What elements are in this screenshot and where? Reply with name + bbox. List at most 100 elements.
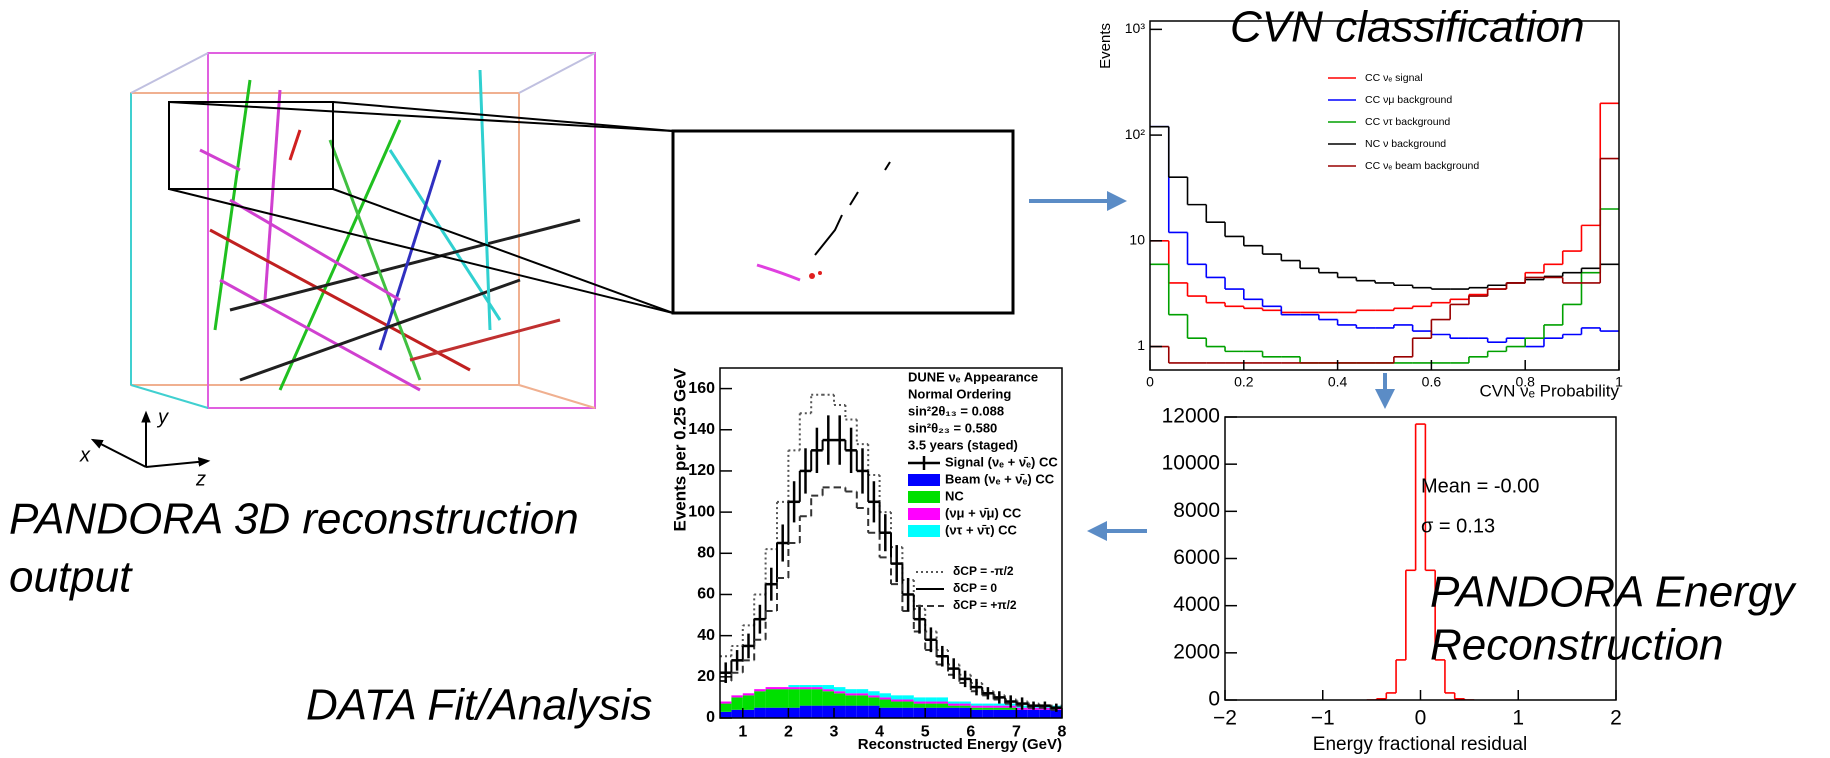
chart: 0 0.2 0.4 0.6 0.8 1 1 10 10² 10³ Events CVN νₑ Prob… <box>1097 3 1623 401</box>
stack-bar <box>720 711 732 718</box>
stack-bar <box>799 705 812 718</box>
x-tick-label: 0 <box>1146 373 1154 389</box>
stack-bar <box>879 697 891 700</box>
stack-bar <box>765 689 777 708</box>
y-axis-label: Events per 0.25 GeV <box>670 367 689 531</box>
track <box>409 318 561 362</box>
x-tick-label: 2 <box>1610 706 1622 729</box>
stack-bar <box>834 705 846 718</box>
stack-bar <box>811 689 823 706</box>
stack-bar <box>788 689 800 708</box>
stack-bar <box>925 701 937 704</box>
y-tick-label: 60 <box>697 586 715 603</box>
x-tick-label: 4 <box>875 724 884 741</box>
triad-x <box>90 438 147 468</box>
stack-bar <box>902 707 914 718</box>
plot-frame <box>1224 416 1617 701</box>
stack-bar <box>970 709 983 718</box>
plot-frame <box>1149 20 1620 371</box>
stack-bar <box>811 687 823 690</box>
legend-swatch <box>908 474 940 486</box>
stack-bar <box>925 707 937 718</box>
stack-bar <box>925 697 937 702</box>
caption: PANDORA Energy <box>1430 568 1797 617</box>
annotation: Mean = -0.00 <box>1421 475 1539 497</box>
y-tick-label: 80 <box>697 545 715 562</box>
stack-bar <box>1005 709 1017 718</box>
stack-bar <box>993 705 1005 708</box>
annotation: DUNE νₑ Appearance <box>908 369 1038 384</box>
legend-swatch <box>908 525 940 537</box>
legend-label: δCP = -π/2 <box>953 564 1014 578</box>
stack-bar <box>731 697 743 710</box>
stack-bar <box>742 693 755 696</box>
box-edge <box>518 384 596 409</box>
stack-bar <box>856 695 869 706</box>
stack-bar <box>1039 709 1051 718</box>
x-tick-label: 0.6 <box>1422 373 1442 389</box>
y-tick-label: 140 <box>688 421 715 438</box>
x-tick-label: 1 <box>738 724 747 741</box>
stack-bar <box>936 697 948 702</box>
zoom-region <box>168 101 334 190</box>
box-edge <box>518 52 596 94</box>
x-tick-label: 7 <box>1012 724 1021 741</box>
stack-bar <box>845 705 857 718</box>
legend-label: δCP = +π/2 <box>953 598 1017 612</box>
stack-bar <box>902 701 914 708</box>
track <box>229 198 401 302</box>
x-tick-label: 0.8 <box>1515 373 1535 389</box>
stack-bar <box>891 699 903 702</box>
stack-bar <box>993 707 1005 710</box>
x-axis-label: CVN νₑ Probability <box>1479 381 1619 400</box>
stack-bar <box>982 709 994 718</box>
stack-bar <box>970 707 983 710</box>
annotation: sin²θ₂₃ = 0.580 <box>908 420 997 435</box>
zoom-inset <box>671 129 1015 315</box>
stack-bar <box>777 689 789 708</box>
stack-bar <box>959 701 971 704</box>
track <box>378 159 442 351</box>
inset-hit <box>809 273 815 279</box>
stack-bar <box>913 697 926 702</box>
stack-bar <box>879 699 891 708</box>
stack-bar <box>948 707 960 718</box>
track <box>219 278 421 392</box>
stack-bar <box>948 705 960 708</box>
box-edge <box>130 52 209 94</box>
stack-bar <box>913 701 926 704</box>
axis-letter: y <box>156 406 169 428</box>
x-tick-label: 1 <box>1512 706 1524 729</box>
legend-label: CC ντ background <box>1365 116 1450 128</box>
y-tick-label: 12000 <box>1162 405 1220 428</box>
axis-triad <box>90 410 211 468</box>
stack-bar <box>822 685 834 690</box>
stack-bar <box>891 707 903 718</box>
plot-area <box>720 393 1062 718</box>
y-tick-label: 4000 <box>1173 593 1220 616</box>
x-tick-label: −2 <box>1213 706 1237 729</box>
stack-bar <box>799 685 812 688</box>
stack-bar <box>925 703 937 708</box>
stack-bar <box>1005 707 1017 710</box>
stack-bar <box>913 707 926 718</box>
legend-label: CC νₑ beam background <box>1365 160 1479 172</box>
stack-bar <box>879 693 891 698</box>
annotation: Normal Ordering <box>908 386 1011 401</box>
detector-view <box>130 52 1015 409</box>
legend-label: δCP = 0 <box>953 581 997 595</box>
stack-bar <box>754 707 766 718</box>
stack-bar <box>868 697 880 706</box>
stack-bar <box>959 707 971 718</box>
stack-bar <box>970 703 983 706</box>
stack-bar <box>993 703 1005 706</box>
stack-bar <box>788 707 800 718</box>
y-tick-label: 0 <box>1208 688 1220 711</box>
tracks <box>199 69 581 392</box>
stack-bar <box>788 685 800 688</box>
stack-bar <box>948 703 960 706</box>
legend-label: NC ν background <box>1365 138 1446 150</box>
y-tick-label: 0 <box>706 709 715 726</box>
legend-label: NC <box>945 488 964 503</box>
